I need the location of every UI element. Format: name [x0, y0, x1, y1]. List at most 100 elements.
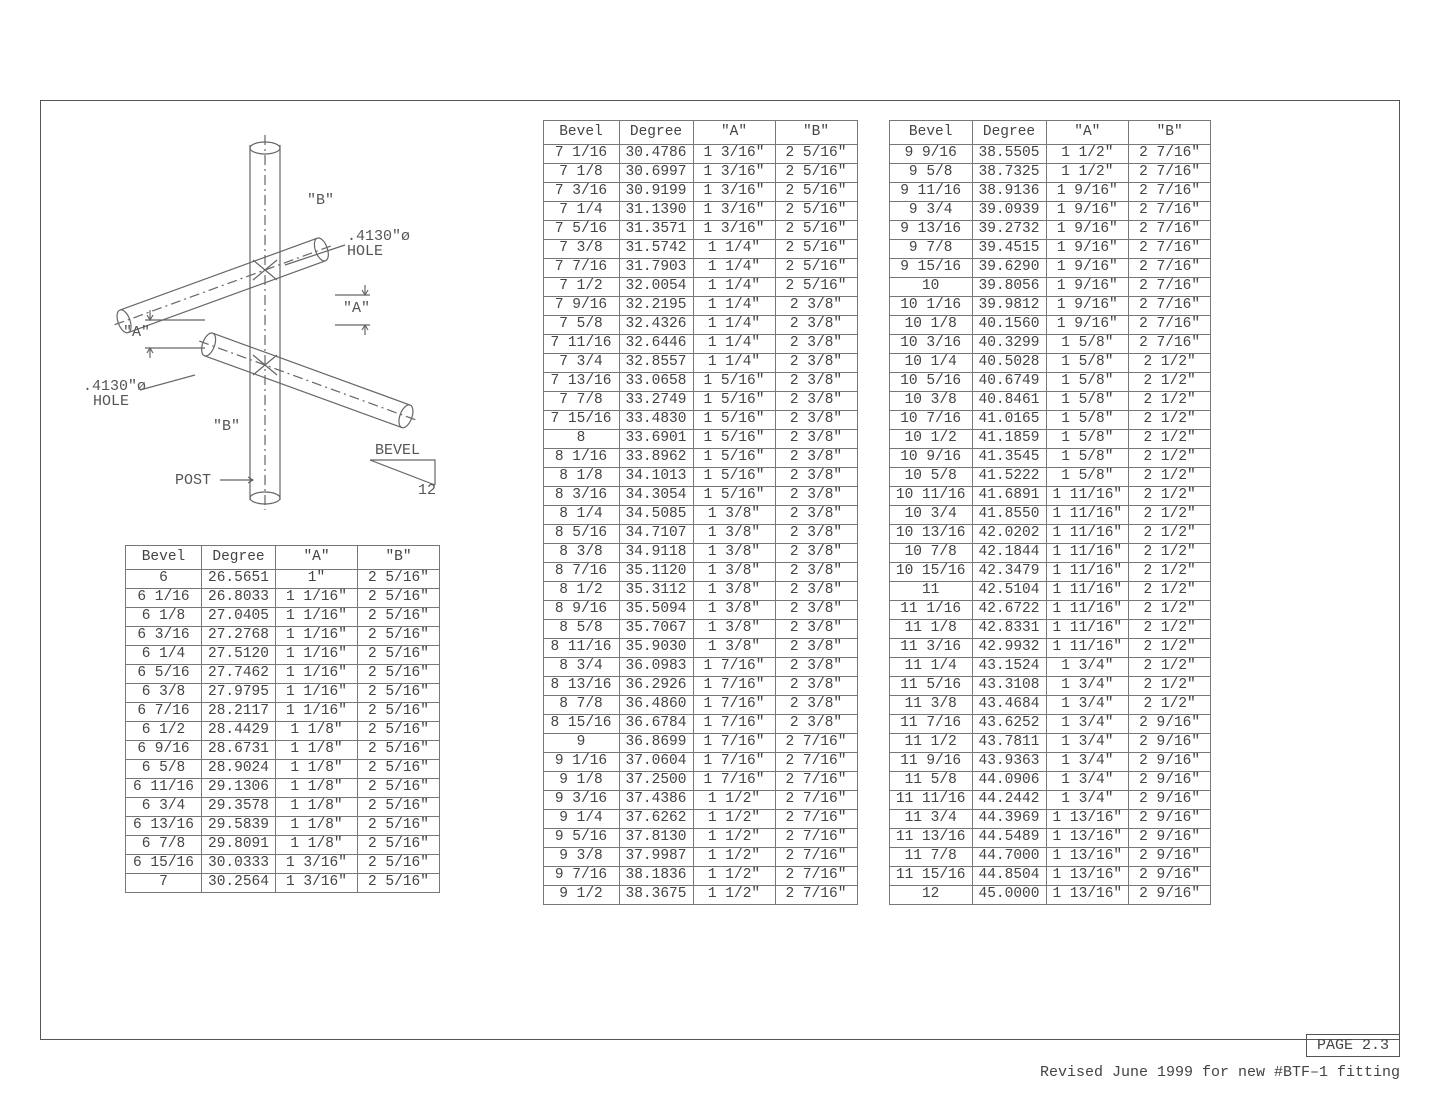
table-cell: 6 1/2	[126, 721, 202, 740]
table-cell: 1 3/8"	[693, 505, 775, 524]
table-cell: 1 9/16"	[1046, 296, 1129, 315]
table-cell: 8 3/16	[543, 486, 619, 505]
table-row: 8 5/835.70671 3/8"2 3/8"	[543, 619, 857, 638]
table-cell: 10 3/16	[889, 334, 972, 353]
table-cell: 33.4830	[619, 410, 693, 429]
table-cell: 10 7/16	[889, 410, 972, 429]
th-degree: Degree	[972, 121, 1046, 145]
table-cell: 36.8699	[619, 733, 693, 752]
table-cell: 1 7/16"	[693, 676, 775, 695]
table-row: 8 7/1635.11201 3/8"2 3/8"	[543, 562, 857, 581]
table-row: 9 15/1639.62901 9/16"2 7/16"	[889, 258, 1210, 277]
table-cell: 6 1/4	[126, 645, 202, 664]
table-cell: 2 7/16"	[1129, 201, 1211, 220]
table-row: 833.69011 5/16"2 3/8"	[543, 429, 857, 448]
table-cell: 11 13/16	[889, 828, 972, 847]
table-cell: 44.3969	[972, 809, 1046, 828]
table-cell: 1 11/16"	[1046, 505, 1129, 524]
table-cell: 39.6290	[972, 258, 1046, 277]
table-cell: 1 1/2"	[1046, 163, 1129, 182]
table-cell: 8 5/8	[543, 619, 619, 638]
label-bevel: BEVEL	[375, 442, 420, 459]
table-cell: 1 11/16"	[1046, 581, 1129, 600]
table-cell: 1 3/16"	[693, 220, 775, 239]
table-cell: 1 5/16"	[693, 391, 775, 410]
label-B-bottom: "B"	[213, 418, 240, 435]
label-hole-top2: HOLE	[347, 243, 383, 260]
table-cell: 1 1/2"	[1046, 144, 1129, 163]
label-A-left: "A"	[123, 324, 150, 341]
revised-note: Revised June 1999 for new #BTF–1 fitting	[1040, 1064, 1400, 1081]
table-cell: 27.7462	[202, 664, 276, 683]
table-cell: 9 7/8	[889, 239, 972, 258]
th-a: "A"	[276, 546, 358, 570]
table-cell: 10 7/8	[889, 543, 972, 562]
table-cell: 1 1/8"	[276, 759, 358, 778]
table-cell: 2 5/16"	[358, 569, 440, 588]
table-cell: 36.0983	[619, 657, 693, 676]
table-cell: 1 11/16"	[1046, 600, 1129, 619]
table-row: 11 1/243.78111 3/4"2 9/16"	[889, 733, 1210, 752]
table-cell: 2 5/16"	[358, 740, 440, 759]
table-cell: 6 7/16	[126, 702, 202, 721]
table-cell: 34.9118	[619, 543, 693, 562]
th-a: "A"	[1046, 121, 1129, 145]
table-cell: 9 11/16	[889, 182, 972, 201]
table-cell: 1 1/2"	[693, 885, 775, 904]
table-cell: 30.4786	[619, 144, 693, 163]
table-row: 9 7/1638.18361 1/2"2 7/16"	[543, 866, 857, 885]
table-row: 10 11/1641.68911 11/16"2 1/2"	[889, 486, 1210, 505]
table-cell: 36.4860	[619, 695, 693, 714]
table-cell: 8 15/16	[543, 714, 619, 733]
table-row: 8 5/1634.71071 3/8"2 3/8"	[543, 524, 857, 543]
table-cell: 31.1390	[619, 201, 693, 220]
table-row: 10 7/1641.01651 5/8"2 1/2"	[889, 410, 1210, 429]
table-cell: 1 9/16"	[1046, 239, 1129, 258]
table-cell: 11 3/16	[889, 638, 972, 657]
table-cell: 1 1/16"	[276, 645, 358, 664]
table-cell: 37.8130	[619, 828, 693, 847]
table-cell: 2 1/2"	[1129, 486, 1211, 505]
table-cell: 10 15/16	[889, 562, 972, 581]
table-cell: 1 7/16"	[693, 657, 775, 676]
table-row: 8 3/1634.30541 5/16"2 3/8"	[543, 486, 857, 505]
table-cell: 11	[889, 581, 972, 600]
table-cell: 12	[889, 885, 972, 904]
th-bevel: Bevel	[889, 121, 972, 145]
table-cell: 1 11/16"	[1046, 562, 1129, 581]
table-cell: 1 7/16"	[693, 695, 775, 714]
table-cell: 36.6784	[619, 714, 693, 733]
table-cell: 40.3299	[972, 334, 1046, 353]
table-cell: 7	[126, 873, 202, 892]
table-row: 11 7/1643.62521 3/4"2 9/16"	[889, 714, 1210, 733]
table-cell: 10 5/8	[889, 467, 972, 486]
table-cell: 10 1/2	[889, 429, 972, 448]
table-cell: 9 1/2	[543, 885, 619, 904]
table-cell: 32.0054	[619, 277, 693, 296]
table-cell: 1 13/16"	[1046, 847, 1129, 866]
table-cell: 43.9363	[972, 752, 1046, 771]
table-cell: 7 1/4	[543, 201, 619, 220]
table-cell: 28.9024	[202, 759, 276, 778]
table-row: 8 9/1635.50941 3/8"2 3/8"	[543, 600, 857, 619]
table-row: 8 1/1633.89621 5/16"2 3/8"	[543, 448, 857, 467]
table-cell: 37.2500	[619, 771, 693, 790]
table-cell: 8 7/16	[543, 562, 619, 581]
th-a: "A"	[693, 121, 775, 145]
table-cell: 9 7/16	[543, 866, 619, 885]
table-cell: 1 3/8"	[693, 619, 775, 638]
table-cell: 1 1/8"	[276, 835, 358, 854]
table-cell: 7 1/8	[543, 163, 619, 182]
table-cell: 2 9/16"	[1129, 809, 1211, 828]
table-cell: 43.3108	[972, 676, 1046, 695]
table-cell: 1 5/16"	[693, 486, 775, 505]
table-cell: 8 5/16	[543, 524, 619, 543]
table-cell: 26.5651	[202, 569, 276, 588]
table-cell: 2 1/2"	[1129, 391, 1211, 410]
table-row: 6 1/827.04051 1/16"2 5/16"	[126, 607, 440, 626]
table-cell: 1 1/4"	[693, 334, 775, 353]
table-row: 7 13/1633.06581 5/16"2 3/8"	[543, 372, 857, 391]
table-cell: 44.0906	[972, 771, 1046, 790]
th-bevel: Bevel	[543, 121, 619, 145]
bevel-table-3: Bevel Degree "A" "B" 9 9/1638.55051 1/2"…	[889, 120, 1211, 905]
